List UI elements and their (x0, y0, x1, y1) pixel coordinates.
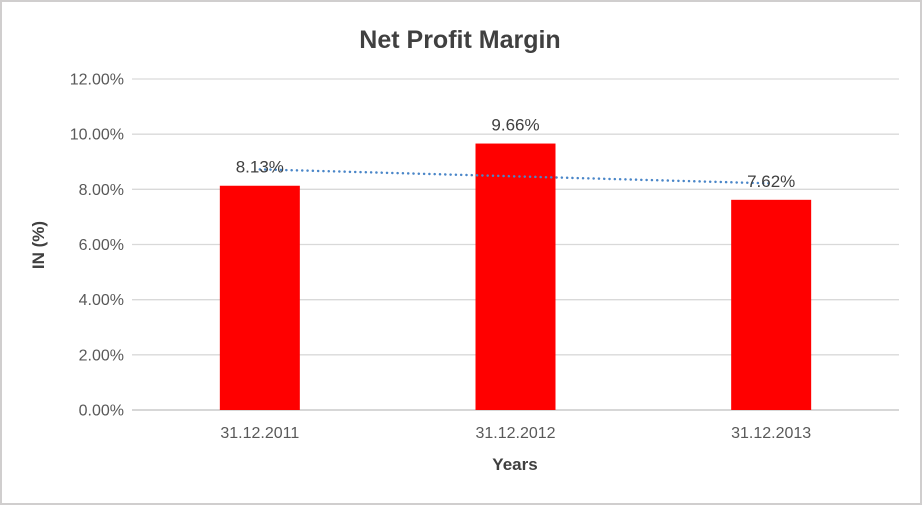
bar-31.12.2012 (475, 143, 556, 411)
y-axis-title: IN (%) (29, 221, 48, 269)
x-tick-label: 31.12.2012 (475, 425, 555, 442)
y-tick-label: 2.00% (79, 347, 124, 364)
y-tick-label: 10.00% (70, 127, 124, 144)
data-label: 8.13% (236, 158, 284, 177)
x-tick-label: 31.12.2011 (220, 425, 299, 442)
chart-title: Net Profit Margin (359, 26, 560, 54)
trendline (258, 168, 773, 185)
bar-31.12.2013 (731, 199, 812, 410)
y-tick-label: 12.00% (70, 72, 124, 89)
x-tick-label: 31.12.2013 (731, 425, 811, 442)
bar-31.12.2011 (219, 185, 300, 410)
data-label: 9.66% (491, 116, 539, 135)
y-tick-label: 8.00% (79, 182, 124, 199)
y-tick-label: 4.00% (79, 292, 124, 309)
y-tick-label: 6.00% (79, 237, 124, 254)
y-tick-label: 0.00% (79, 403, 124, 420)
x-axis-title: Years (492, 455, 537, 474)
data-label: 7.62% (747, 172, 795, 191)
